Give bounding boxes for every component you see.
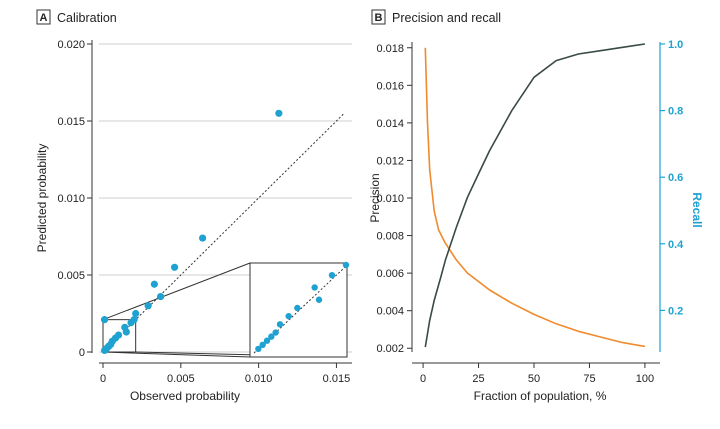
panel-a-point	[275, 109, 283, 117]
panel-b-x-axis-title: Fraction of population, %	[474, 389, 607, 403]
panel-a-point	[122, 328, 130, 336]
panel-a-inset-point	[285, 312, 292, 320]
panel-a-point	[156, 292, 165, 301]
panel-b-y-tick-label: 0.016	[376, 80, 404, 92]
panel-a-inset-point	[342, 261, 350, 269]
panel-a-letter: A	[40, 12, 48, 24]
panel-a-point	[144, 302, 152, 310]
panel-b-precision-line	[424, 47, 646, 348]
panel-b-letter: B	[375, 12, 383, 24]
panel-a-y-tick-label: 0.015	[57, 116, 85, 128]
panel-b-x-tick-label: 50	[528, 373, 540, 385]
panel-b-y-tick-label: 0.018	[376, 43, 404, 55]
panel-a-zoom-connector	[102, 351, 251, 358]
panel-a-inset-point	[311, 284, 318, 291]
panel-a-y-tick-label: 0	[79, 347, 85, 359]
panel-a-x-tick-label: 0	[100, 373, 106, 385]
panel-b-letter-box	[371, 9, 386, 25]
panel-a-point	[130, 316, 138, 324]
panel-b-y-tick-label: 0.014	[376, 118, 404, 130]
panel-b-x-tick-label: 75	[583, 373, 595, 385]
panel-a-point	[199, 234, 207, 242]
panel-b-y-tick-label: 0.006	[376, 268, 404, 280]
panel-b-y2-tick-label: 1.0	[668, 39, 683, 51]
panel-b-y2-tick-label: 0.6	[668, 172, 683, 184]
panel-a-inset-point	[263, 337, 271, 344]
panel-a-zoom-connector	[102, 262, 251, 321]
panel-a-letter-box	[36, 9, 51, 25]
panel-a-inset-point	[276, 321, 284, 328]
panel-b-y-tick-label: 0.012	[376, 155, 404, 167]
panel-b-lines	[424, 43, 646, 348]
panel-a-y-axis-title: Predicted probability	[35, 144, 49, 253]
panel-a-inset-point	[268, 333, 275, 340]
panel-b-recall-line	[424, 43, 646, 348]
panel-a-point	[114, 331, 123, 339]
panel-a-x-tick-label: 0.010	[245, 373, 273, 385]
panel-b-y2-tick-label: 0.2	[668, 305, 683, 317]
panel-a-reference-line	[102, 112, 345, 353]
panel-a-inset-point	[259, 341, 266, 349]
panel-a-point	[170, 263, 179, 271]
panel-b-y-tick-label: 0.008	[376, 231, 404, 243]
panel-b-y-axis-title: Precision	[368, 173, 382, 222]
panel-a-x-tick-label: 0.005	[167, 373, 195, 385]
panel-a-y-tick-label: 0.005	[57, 270, 85, 282]
panel-b-y-tick-label: 0.002	[376, 343, 404, 355]
panel-b-y-tick-label: 0.010	[376, 193, 404, 205]
panel-a-inset-point	[328, 271, 336, 279]
panel-a-identity-line	[102, 112, 345, 353]
panel-a-title: Calibration	[57, 11, 117, 25]
panel-a-point	[150, 280, 158, 288]
panel-b-y-tick-label: 0.004	[376, 306, 404, 318]
panel-a-inset-point	[315, 296, 323, 303]
panel-a-inset-point	[294, 304, 301, 312]
panel-a-x-tick-label: 0.015	[323, 373, 351, 385]
panel-b-x-tick-label: 25	[472, 373, 484, 385]
panel-a-y-tick-label: 0.010	[57, 193, 85, 205]
panel-a-inset	[102, 261, 350, 358]
panel-a-point	[132, 309, 140, 318]
panel-a-points	[100, 109, 283, 355]
panel-b-title: Precision and recall	[392, 11, 501, 25]
panel-b-y2-tick-label: 0.4	[668, 239, 684, 251]
panel-b-y2-axis-title: Recall	[690, 192, 704, 227]
panel-a-y-tick-label: 0.020	[57, 39, 85, 51]
panel-a-inset-point	[255, 345, 262, 353]
panel-b-x-tick-label: 0	[420, 373, 426, 385]
panel-b-x-tick-label: 100	[636, 373, 654, 385]
panel-b-y2-tick-label: 0.8	[668, 106, 683, 118]
panel-a-zoom-source-box	[102, 319, 137, 353]
panel-a-point	[100, 316, 109, 324]
panel-a-x-axis-title: Observed probability	[130, 389, 240, 403]
panel-a-axes: 0 0.005 0.010 0.015 0.020 0 0.005 0.010 0.015	[57, 39, 352, 385]
panel-b-axes: 0.002 0.004 0.006 0.008 0.010 0.012 0.014 0.016…	[376, 39, 684, 385]
panel-a-inset-point	[272, 329, 279, 336]
